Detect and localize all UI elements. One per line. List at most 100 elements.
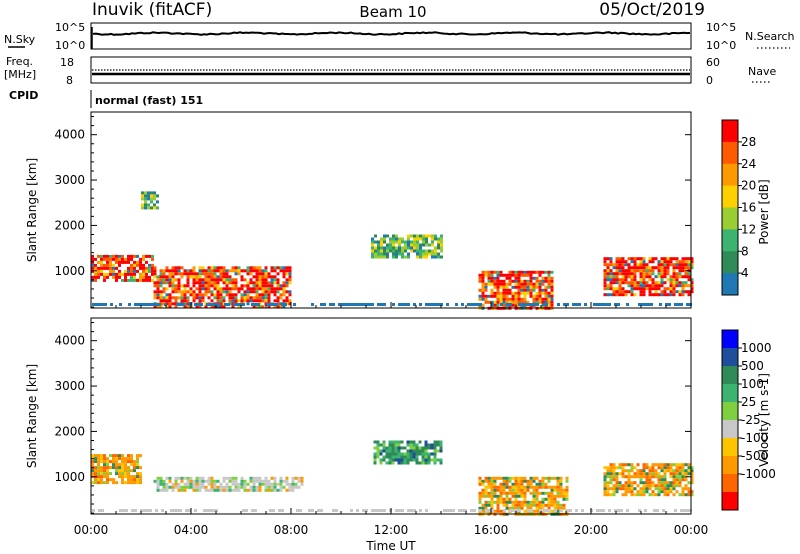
echo-cell (434, 246, 437, 250)
echo-cell (654, 287, 658, 291)
echo-cell (440, 243, 443, 247)
echo-cell (521, 303, 524, 306)
echo-cell (662, 509, 665, 512)
echo-cell (118, 269, 121, 273)
echo-cell (431, 240, 434, 244)
echo-cell (502, 294, 506, 298)
echo-cell (478, 297, 482, 301)
echo-cell (627, 275, 631, 279)
beam-title: Beam 10 (359, 3, 426, 21)
echo-cell (168, 476, 172, 480)
echo-cell (666, 260, 670, 264)
echo-cell (412, 443, 416, 447)
echo-cell (97, 475, 100, 479)
echo-cell (145, 272, 148, 276)
echo-cell (371, 246, 374, 250)
echo-cell (243, 284, 247, 288)
echo-cell (142, 275, 145, 279)
echo-cell (559, 479, 563, 483)
echo-cell (514, 282, 518, 286)
echo-cell (626, 303, 629, 306)
echo-cell (203, 509, 206, 512)
echo-cell (299, 509, 302, 512)
echo-cell (630, 260, 634, 264)
echo-cell (648, 275, 652, 279)
time-axis-label: Time UT (365, 539, 416, 553)
echo-cell (213, 479, 217, 483)
cpid-mode-text: normal (fast) 151 (95, 94, 203, 107)
echo-cell (621, 472, 625, 476)
echo-cell (133, 260, 136, 264)
echo-cell (669, 472, 673, 476)
echo-cell (192, 281, 196, 285)
xtick-label-5: 20:00 (574, 523, 609, 537)
echo-cell (156, 305, 160, 309)
echo-cell (484, 285, 488, 289)
echo-cell (572, 303, 575, 306)
echo-cell (660, 257, 664, 261)
echo-cell (106, 481, 109, 485)
velocity-colorbar-tick-label: 1000 (741, 341, 772, 355)
echo-cell (91, 269, 94, 273)
echo-cell (222, 272, 226, 276)
echo-cell (553, 488, 557, 492)
echo-cell (422, 240, 425, 244)
echo-cell (273, 269, 277, 273)
echo-cell (210, 488, 214, 492)
echo-cell (130, 272, 133, 276)
echo-cell (424, 443, 428, 447)
echo-cell (529, 491, 533, 495)
echo-cell (615, 478, 619, 482)
echo-cell (687, 481, 691, 485)
echo-cell (669, 293, 673, 297)
echo-cell (529, 291, 533, 295)
echo-cell (156, 488, 160, 492)
echo-cell (654, 493, 658, 497)
echo-cell (231, 299, 235, 303)
echo-cell (511, 488, 515, 492)
echo-cell (282, 266, 286, 270)
echo-cell (386, 246, 389, 250)
echo-cell (162, 275, 166, 279)
echo-cell (404, 240, 407, 244)
echo-cell (603, 278, 607, 282)
echo-cell (210, 284, 214, 288)
echo-cell (255, 296, 259, 300)
echo-cell (258, 485, 262, 489)
echo-cell (541, 276, 545, 280)
echo-cell (234, 272, 238, 276)
echo-cell (690, 475, 694, 479)
echo-cell (606, 484, 610, 488)
echo-cell (633, 272, 637, 276)
echo-cell (406, 440, 410, 444)
echo-cell (615, 287, 619, 291)
echo-cell (219, 482, 223, 486)
echo-cell (618, 484, 622, 488)
echo-cell (434, 249, 437, 253)
echo-cell (639, 269, 643, 273)
echo-cell (511, 303, 515, 307)
echo-cell (544, 285, 548, 289)
echo-cell (186, 281, 190, 285)
echo-cell (476, 303, 479, 306)
echo-cell (222, 278, 226, 282)
echo-cell (264, 290, 268, 294)
echo-cell (139, 454, 142, 458)
echo-cell (91, 278, 94, 282)
echo-cell (278, 509, 281, 512)
echo-cell (636, 484, 640, 488)
echo-cell (678, 263, 682, 267)
echo-cell (254, 303, 257, 306)
echo-cell (565, 494, 569, 498)
echo-cell (100, 269, 103, 273)
echo-cell (97, 254, 100, 258)
echo-cell (648, 278, 652, 282)
echo-cell (156, 479, 160, 483)
echo-cell (243, 485, 247, 489)
echo-cell (609, 272, 613, 276)
echo-cell (433, 458, 437, 462)
echo-cell (109, 478, 112, 482)
echo-cell (538, 288, 542, 292)
echo-cell (91, 463, 94, 467)
echo-cell (609, 487, 613, 491)
